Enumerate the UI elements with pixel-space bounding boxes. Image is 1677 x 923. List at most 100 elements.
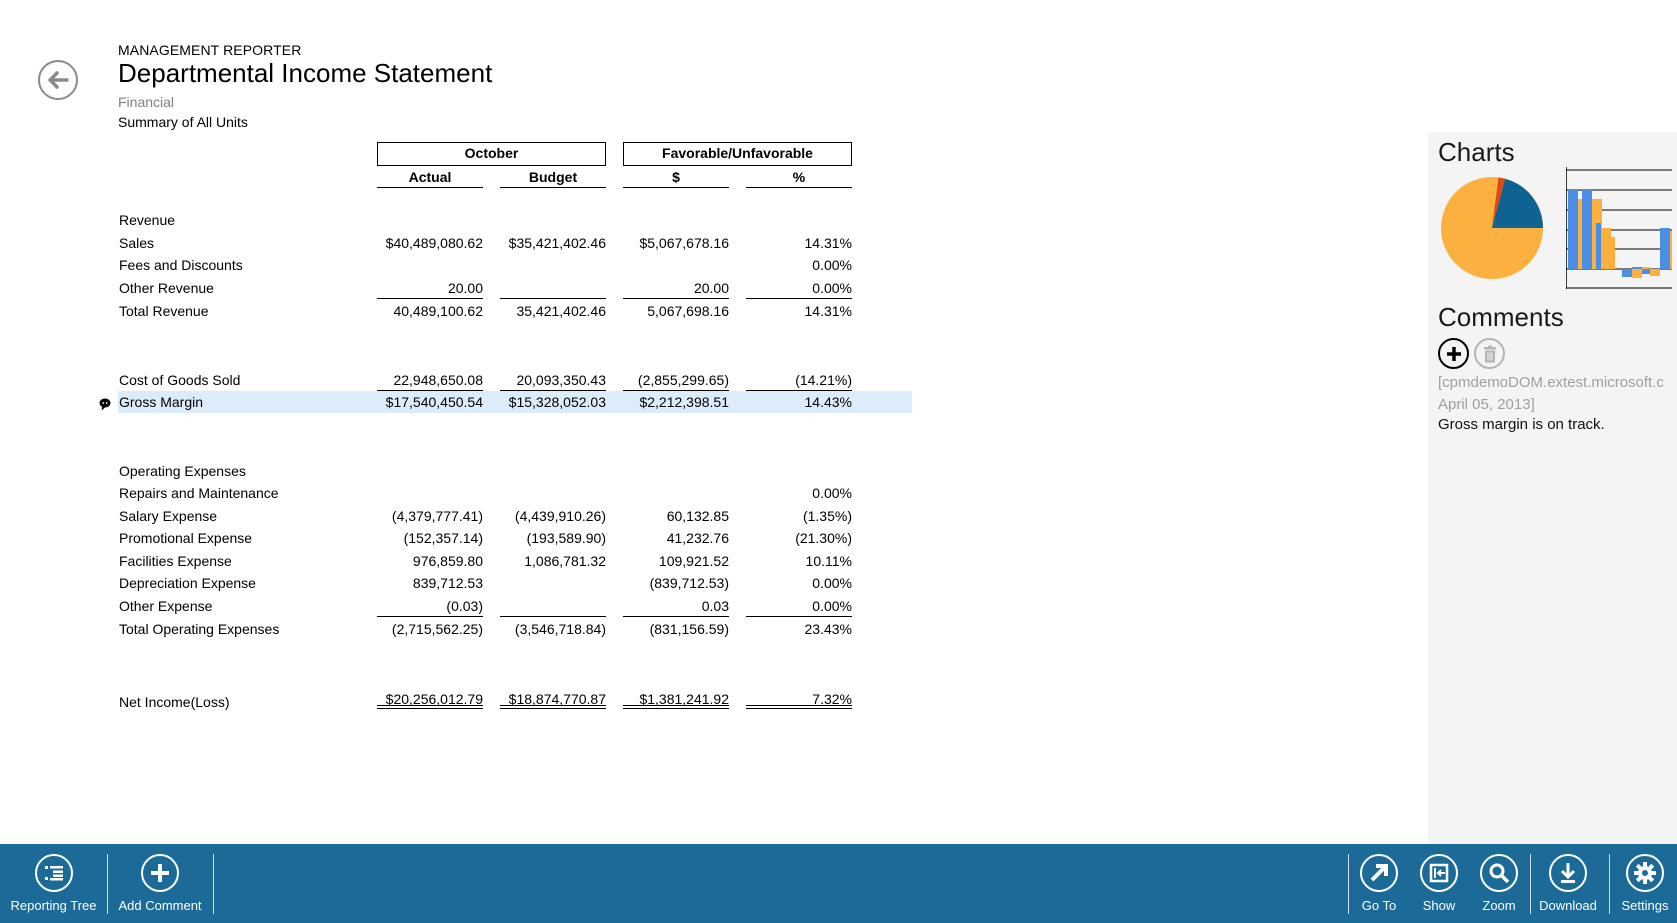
table-row[interactable]: Revenue — [118, 209, 912, 231]
cell-actual: $17,540,450.54 — [385, 394, 483, 410]
column-header-dollar: $ — [623, 167, 729, 188]
zoom-button[interactable]: Zoom — [1477, 854, 1521, 913]
row-label: Other Revenue — [119, 280, 214, 296]
table-row[interactable]: Repairs and Maintenance 0.00% — [118, 482, 912, 504]
app-name: MANAGEMENT REPORTER — [118, 42, 302, 58]
cell-variance: 20.00 — [693, 280, 729, 296]
report-unit: Summary of All Units — [118, 114, 248, 130]
table-row[interactable]: Total Revenue 40,489,100.62 35,421,402.4… — [118, 300, 912, 322]
appbar-divider — [213, 854, 214, 914]
cell-percent: 7.32% — [812, 691, 852, 707]
subtotal-line — [377, 616, 483, 617]
column-header-budget: Budget — [500, 167, 606, 188]
cell-actual: $20,256,012.79 — [385, 691, 483, 707]
cell-percent: 0.00% — [812, 257, 852, 273]
cell-budget: $15,328,052.03 — [508, 394, 606, 410]
add-comment-button[interactable]: Add Comment — [114, 854, 206, 913]
comments-heading: Comments — [1438, 302, 1564, 332]
total-double-line — [377, 705, 483, 709]
row-label: Revenue — [119, 212, 176, 228]
page-title: Departmental Income Statement — [118, 58, 493, 88]
column-group-favorable: Favorable/Unfavorable — [623, 142, 852, 166]
row-label: Operating Expenses — [119, 463, 246, 479]
go-to-button[interactable]: Go To — [1357, 854, 1401, 913]
subtotal-line — [377, 390, 483, 391]
show-panel-icon — [1429, 863, 1449, 883]
subtotal-line — [623, 298, 729, 299]
cell-budget: 35,421,402.46 — [516, 303, 606, 319]
cell-percent: (14.21%) — [795, 372, 852, 388]
table-row[interactable]: Operating Expenses — [118, 460, 912, 482]
gear-icon — [1634, 862, 1656, 884]
bar-chart-thumbnail[interactable] — [1566, 167, 1672, 292]
cell-budget: (3,546,718.84) — [514, 621, 606, 637]
column-header-percent: % — [746, 167, 852, 188]
row-label: Sales — [119, 235, 155, 251]
row-label: Net Income(Loss) — [119, 694, 230, 710]
zoom-label: Zoom — [1482, 898, 1516, 913]
add-comment-small-button[interactable] — [1438, 338, 1469, 369]
row-label: Repairs and Maintenance — [119, 485, 279, 501]
pie-chart-thumbnail[interactable] — [1439, 175, 1545, 281]
subtotal-line — [623, 616, 729, 617]
cell-variance: 109,921.52 — [658, 553, 729, 569]
cell-actual: (152,357.14) — [403, 530, 483, 546]
table-row[interactable]: Total Operating Expenses (2,715,562.25) … — [118, 618, 912, 640]
table-row[interactable]: Promotional Expense (152,357.14) (193,58… — [118, 527, 912, 549]
appbar-divider — [1609, 854, 1610, 914]
cell-budget: 1,086,781.32 — [524, 553, 606, 569]
subtotal-line — [500, 298, 606, 299]
cell-variance: $5,067,678.16 — [639, 235, 729, 251]
download-label: Download — [1539, 898, 1597, 913]
cell-percent: (21.30%) — [795, 530, 852, 546]
table-row[interactable]: Sales $40,489,080.62 $35,421,402.46 $5,0… — [118, 232, 912, 254]
row-label: Other Expense — [119, 598, 213, 614]
total-double-line — [500, 705, 606, 709]
trash-icon — [1483, 345, 1496, 362]
subtotal-line — [746, 390, 852, 391]
back-arrow-icon — [48, 71, 69, 89]
appbar-divider — [1348, 854, 1349, 914]
back-button[interactable] — [38, 60, 78, 100]
cell-budget: (4,439,910.26) — [514, 508, 606, 524]
cell-percent: 0.00% — [812, 485, 852, 501]
row-label: Promotional Expense — [119, 530, 253, 546]
download-button[interactable]: Download — [1536, 854, 1600, 913]
cell-percent: (1.35%) — [802, 508, 852, 524]
row-label: Cost of Goods Sold — [119, 372, 241, 388]
cell-actual: 22,948,650.08 — [393, 372, 483, 388]
show-label: Show — [1422, 898, 1456, 913]
cell-variance: 0.03 — [701, 598, 729, 614]
comment-date: April 05, 2013] — [1438, 396, 1535, 413]
comment-bubble-icon[interactable] — [99, 398, 111, 414]
cell-percent: 0.00% — [812, 280, 852, 296]
settings-button[interactable]: Settings — [1617, 854, 1673, 913]
magnifier-icon — [1489, 863, 1510, 884]
table-row[interactable]: Other Expense (0.03) 0.03 0.00% — [118, 595, 912, 617]
row-label: Total Revenue — [119, 303, 209, 319]
cell-variance: 5,067,698.16 — [647, 303, 729, 319]
table-row[interactable]: Cost of Goods Sold 22,948,650.08 20,093,… — [118, 369, 912, 391]
table-row-gross-margin[interactable]: Gross Margin $17,540,450.54 $15,328,052.… — [118, 391, 912, 413]
cell-variance: (2,855,299.65) — [637, 372, 729, 388]
row-label: Gross Margin — [119, 394, 204, 410]
reporting-tree-button[interactable]: Reporting Tree — [6, 854, 101, 913]
add-comment-label: Add Comment — [118, 898, 202, 913]
show-button[interactable]: Show — [1417, 854, 1461, 913]
goto-arrow-icon — [1370, 864, 1388, 882]
table-row-net-income[interactable]: Net Income(Loss) $20,256,012.79 $18,874,… — [118, 688, 912, 710]
table-row[interactable]: Fees and Discounts 0.00% — [118, 254, 912, 276]
table-row[interactable]: Other Revenue 20.00 20.00 0.00% — [118, 277, 912, 299]
cell-percent: 14.43% — [804, 394, 852, 410]
cell-actual: (4,379,777.41) — [391, 508, 483, 524]
cell-percent: 14.31% — [804, 303, 852, 319]
table-row[interactable]: Facilities Expense 976,859.80 1,086,781.… — [118, 550, 912, 572]
cell-budget: $18,874,770.87 — [508, 691, 606, 707]
delete-comment-button[interactable] — [1474, 338, 1505, 369]
table-row[interactable]: Depreciation Expense 839,712.53 (839,712… — [118, 572, 912, 594]
table-row[interactable]: Salary Expense (4,379,777.41) (4,439,910… — [118, 505, 912, 527]
cell-actual: $40,489,080.62 — [385, 235, 483, 251]
download-icon — [1560, 863, 1576, 883]
cell-actual: (0.03) — [446, 598, 483, 614]
cell-budget: 20,093,350.43 — [516, 372, 606, 388]
